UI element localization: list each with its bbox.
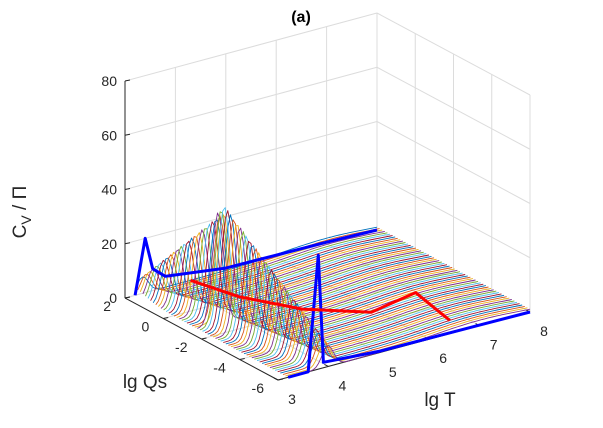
surface-curve [171,237,414,316]
x-tick-label: 8 [540,323,548,339]
z-tick-label: 0 [109,290,117,306]
z-tick-label: 20 [101,236,117,252]
surface-curve [285,307,528,377]
y-tick-label: -6 [252,380,265,396]
surface-curve [186,221,429,324]
grid-line [376,121,531,204]
surface-curve [165,243,409,312]
grid-line [124,12,378,82]
y-tick-mark [201,337,207,340]
surface-curve [259,293,502,363]
series-line-2 [190,278,451,322]
surface-curve [152,236,396,304]
surface-curve [241,269,484,353]
z-axis-label: CV / Π [10,186,34,239]
grid-line [376,175,531,259]
surface-curve [267,297,510,367]
x-tick-label: 6 [439,350,447,366]
x-tick-label: 7 [490,337,498,353]
series-line-1 [287,253,531,379]
z-tick-mark [124,188,131,190]
grid-line [124,121,378,190]
y-tick-mark [277,378,284,381]
x-tick-mark [324,363,329,367]
grid-line [163,250,416,319]
surface-curve [277,303,520,373]
surface-curve [256,292,499,362]
surface-curve [215,227,458,339]
surface-curves [134,207,531,378]
z-tick-mark [124,242,131,245]
x-axis-label: lg T [424,390,456,411]
y-tick-mark [163,317,169,319]
y-tick-label: 0 [141,319,149,335]
surface-curve [145,232,388,297]
surface-curve [212,225,455,338]
surface-curve [233,256,476,349]
grid-lines [124,12,531,381]
x-tick-label: 3 [288,391,296,407]
z-axis-label-rest: / Π [10,186,31,216]
z-tick-mark [124,296,131,299]
series-line-0 [133,228,378,296]
surface-curve [220,235,463,342]
surface-curve [249,283,492,357]
surface-curve [243,273,486,355]
x-tick-label: 5 [389,364,397,380]
surface-curve [210,219,453,337]
z-tick-mark [124,79,131,82]
grid-line [376,12,531,96]
y-tick-label: -2 [175,339,188,355]
y-tick-mark [239,358,245,360]
z-tick-label: 80 [101,73,117,89]
surface-curve [181,228,424,321]
z-tick-mark [124,133,131,136]
surface-curve [223,240,466,343]
y-axis-label: lg Qs [123,372,167,393]
grid-line [124,66,378,136]
z-axis-label-main: C [10,225,31,239]
surface-curve [158,239,401,307]
grid-line [124,175,378,245]
surface-curve [179,229,422,320]
z-axis-label-sub: V [18,215,34,225]
highlight-series [133,228,531,379]
surface-curve [207,214,450,335]
surface-curve [269,299,512,369]
grid-line [376,66,531,150]
chart-title: (a) [291,9,311,26]
x-tick-label: 4 [339,377,347,393]
y-tick-label: -4 [213,360,226,376]
surface-curve [160,240,403,309]
z-tick-label: 60 [101,127,117,143]
y-tick-label: 2 [103,298,111,314]
surface-curve [264,296,507,366]
surface-curve [251,286,494,359]
surface-curve [236,262,479,350]
z-tick-label: 40 [101,182,117,198]
surface-curve [184,223,427,323]
x-tick-mark [273,377,279,381]
